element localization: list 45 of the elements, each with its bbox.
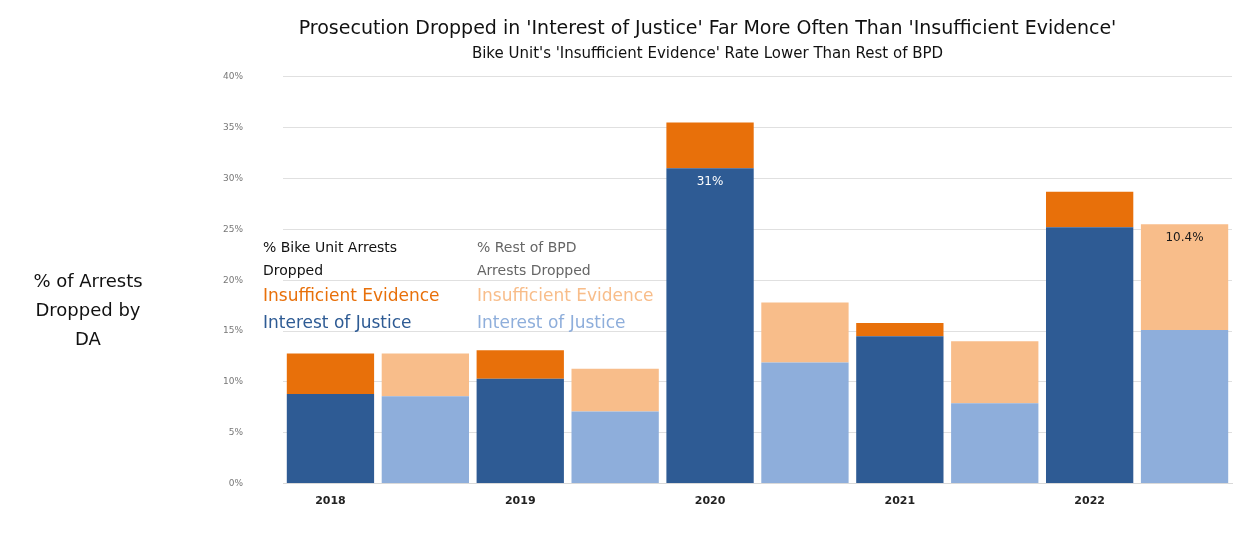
chart-subtitle: Bike Unit's 'Insufficient Evidence' Rate Lower Than Rest of BPD <box>471 43 944 62</box>
bar <box>666 122 754 169</box>
bar <box>571 411 659 484</box>
text: Interest of Justice <box>477 311 627 334</box>
bar <box>286 394 375 484</box>
bar <box>951 341 1039 404</box>
annotation: % Bike Unit Arrests Dropped <box>263 238 399 280</box>
bar <box>286 353 375 395</box>
y-tick-label: 20% <box>222 274 244 285</box>
bar <box>761 302 849 363</box>
bar <box>761 362 849 484</box>
bar <box>381 353 470 397</box>
x-tick-label: 2022 <box>1074 494 1105 508</box>
bar <box>951 403 1039 484</box>
bar <box>1046 227 1134 484</box>
text: Insufficient Evidence <box>263 284 441 307</box>
bar <box>1046 191 1134 228</box>
bar <box>476 378 564 484</box>
y-tick-label: 25% <box>222 223 244 234</box>
y-tick-label: 30% <box>222 172 244 183</box>
annotation: % Rest of BPD Arrests Dropped <box>477 238 592 280</box>
y-tick-label: 40% <box>222 71 244 82</box>
y-tick-label: 15% <box>222 325 244 336</box>
y-tick-label: 35% <box>222 121 244 132</box>
bar <box>381 396 470 484</box>
text: Interest of Justice <box>263 311 413 334</box>
y-tick-label: 10% <box>222 376 244 387</box>
data-label: 31% <box>696 174 724 189</box>
y-tick-label: 0% <box>228 477 244 488</box>
data-label: 10.4% <box>1165 230 1204 245</box>
bar <box>1140 330 1229 484</box>
x-tick-label: 2018 <box>315 494 346 508</box>
text: Insufficient Evidence <box>477 284 655 307</box>
bar <box>856 322 944 337</box>
bar <box>666 168 754 484</box>
y-axis-title: % of Arrests Dropped by DA <box>32 269 144 351</box>
bar <box>1140 224 1229 331</box>
bar <box>476 350 564 379</box>
chart-title: Prosecution Dropped in 'Interest of Justice' Far More Often Than 'Insufficient Evidence' <box>298 16 1117 39</box>
x-tick-label: 2020 <box>694 494 726 508</box>
x-tick-label: 2019 <box>504 494 536 508</box>
bar <box>571 368 659 412</box>
x-tick-label: 2021 <box>884 494 916 508</box>
bar <box>856 336 944 484</box>
y-tick-label: 5% <box>228 427 244 438</box>
